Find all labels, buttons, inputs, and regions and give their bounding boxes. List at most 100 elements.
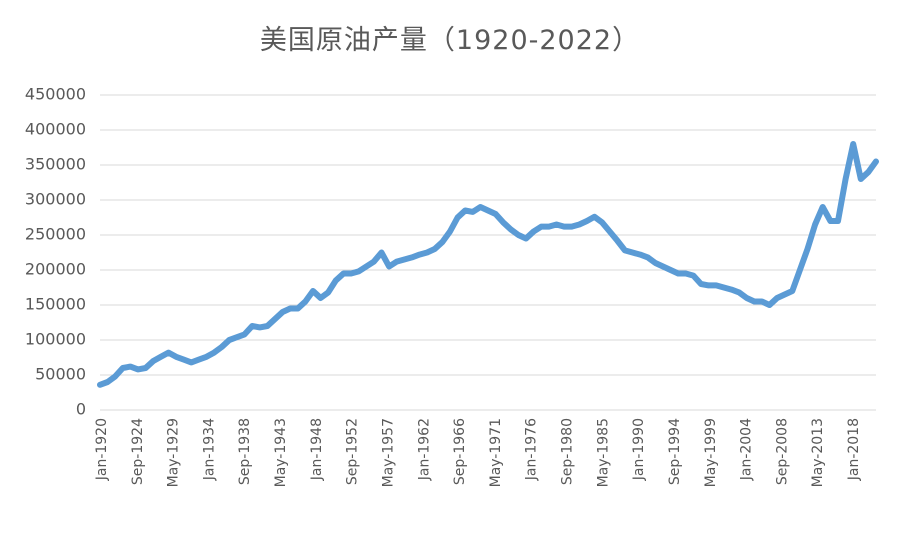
data-point — [584, 218, 590, 224]
data-point — [394, 259, 400, 265]
x-tick-label: May-1971 — [488, 418, 504, 487]
data-point — [797, 267, 803, 273]
data-point — [409, 254, 415, 260]
data-point — [766, 302, 772, 308]
x-tick-label: Jan-1990 — [631, 418, 647, 481]
data-point — [706, 282, 712, 288]
y-tick-label: 250000 — [25, 225, 86, 244]
data-point — [181, 357, 187, 363]
data-point — [683, 271, 689, 276]
data-point — [363, 264, 369, 269]
y-tick-label: 200000 — [25, 260, 86, 279]
data-point — [569, 224, 575, 230]
data-point — [295, 306, 301, 311]
data-point — [257, 324, 263, 330]
series-line — [97, 141, 879, 388]
data-point — [500, 219, 506, 225]
data-point — [432, 246, 438, 252]
data-point — [728, 287, 734, 293]
data-point — [150, 358, 156, 364]
data-point — [782, 292, 788, 297]
data-point — [812, 222, 818, 227]
data-point — [652, 260, 658, 266]
data-point — [873, 159, 879, 164]
x-tick-label: Jan-1920 — [94, 418, 110, 481]
data-point — [333, 278, 339, 283]
data-point — [234, 334, 240, 340]
data-point — [340, 271, 346, 276]
x-tick-label: Jan-1948 — [309, 418, 325, 481]
data-point — [455, 215, 461, 220]
data-point — [850, 141, 856, 147]
data-point — [112, 373, 118, 379]
data-point — [531, 229, 537, 234]
x-tick-label: May-1943 — [273, 418, 289, 487]
data-point — [447, 229, 453, 234]
data-point — [302, 299, 308, 304]
data-point — [645, 254, 651, 260]
data-point — [759, 299, 765, 304]
data-point — [477, 204, 483, 210]
data-point — [127, 364, 133, 370]
data-point — [675, 271, 681, 276]
x-tick-label: Sep-1952 — [345, 418, 361, 485]
data-point — [713, 282, 719, 288]
data-point — [325, 289, 331, 295]
x-tick-label: Sep-2008 — [774, 418, 790, 485]
data-point — [698, 281, 704, 287]
data-point — [439, 239, 445, 245]
data-point — [744, 295, 750, 301]
data-point — [348, 271, 354, 276]
x-tick-label: May-1999 — [703, 418, 719, 487]
x-tick-label: Sep-1924 — [130, 418, 146, 485]
y-tick-label: 350000 — [25, 155, 86, 174]
data-point — [242, 331, 248, 337]
data-point — [660, 264, 666, 269]
data-point — [805, 246, 811, 252]
data-point — [211, 350, 217, 356]
data-point — [827, 218, 833, 224]
data-point — [143, 365, 149, 371]
data-point — [668, 267, 674, 273]
x-tick-label: May-1985 — [595, 418, 611, 487]
data-point — [820, 204, 826, 210]
data-point — [493, 211, 499, 217]
data-point — [721, 285, 727, 290]
x-tick-label: Sep-1966 — [452, 418, 468, 485]
y-tick-label: 450000 — [25, 85, 86, 104]
data-point — [843, 176, 849, 182]
data-point — [120, 365, 126, 371]
data-point — [196, 357, 202, 363]
data-point — [158, 354, 164, 360]
data-point — [508, 226, 514, 232]
x-tick-label: Jan-1934 — [201, 418, 217, 481]
x-tick-label: Jan-1962 — [416, 418, 432, 481]
data-point — [607, 229, 613, 234]
data-point — [401, 257, 407, 262]
data-point — [204, 354, 210, 360]
data-point — [272, 316, 278, 322]
data-point — [751, 299, 757, 304]
data-point — [287, 306, 293, 311]
data-point — [105, 379, 111, 385]
data-point — [470, 209, 476, 215]
data-point — [614, 238, 620, 244]
data-point — [356, 268, 362, 274]
x-tick-label: Sep-1938 — [237, 418, 253, 485]
y-tick-label: 100000 — [25, 330, 86, 349]
data-point — [835, 218, 841, 224]
data-point — [538, 224, 544, 230]
x-tick-label: Sep-1980 — [560, 418, 576, 485]
y-tick-label: 150000 — [25, 295, 86, 314]
data-point — [386, 264, 392, 269]
y-tick-label: 400000 — [25, 120, 86, 139]
data-point — [622, 247, 628, 253]
data-point — [858, 176, 864, 182]
data-point — [515, 232, 521, 238]
data-point — [736, 289, 742, 295]
data-point — [264, 323, 270, 329]
data-point — [371, 259, 377, 265]
chart-title: 美国原油产量（1920-2022） — [259, 25, 641, 56]
